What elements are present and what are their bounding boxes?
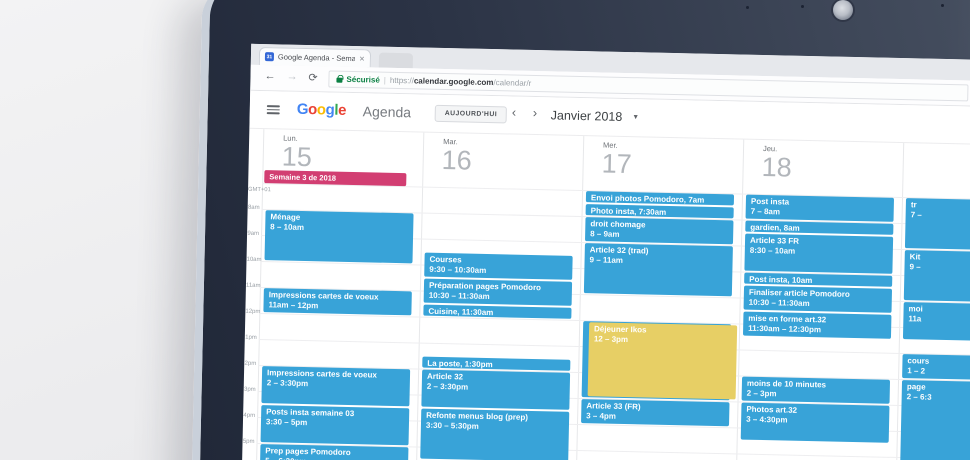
calendar-event[interactable]: Impressions cartes de voeux 2 – 3:30pm xyxy=(261,366,411,407)
day-header[interactable]: Lun. 15 xyxy=(281,133,313,173)
calendar-event[interactable]: droit chomage 8 – 9am xyxy=(584,217,734,245)
calendar-event[interactable]: Refonte menus blog (prep) 3:30 – 5:30pm xyxy=(420,408,570,460)
calendar-event[interactable]: mise en forme art.32 11:30am – 12:30pm xyxy=(742,311,892,339)
time-label: 10am xyxy=(246,256,262,264)
day-header[interactable]: Mar. 16 xyxy=(441,137,473,176)
microphone-dot xyxy=(746,6,749,9)
calendar-event[interactable]: Article 33 (FR) 3 – 4pm xyxy=(581,399,730,427)
time-label: 4pm xyxy=(243,412,256,419)
webcam xyxy=(833,0,853,20)
time-label: 9am xyxy=(247,230,260,238)
bezel-reflection xyxy=(944,0,970,62)
calendar-body[interactable]: 8am 9am 10am 11am 12pm 1pm 2pm 3pm 4pm 5pm GMT+01 L… xyxy=(239,44,970,460)
calendar-event[interactable]: Préparation pages Pomodoro 10:30 – 11:30a… xyxy=(423,278,573,306)
calendar-event[interactable]: Article 32 (trad) 9 – 11am xyxy=(583,243,733,297)
calendar-event[interactable]: page 2 – 6:3 xyxy=(899,380,970,460)
microphone-dot xyxy=(941,4,944,7)
calendar-event[interactable]: Article 32 2 – 3:30pm xyxy=(421,369,571,410)
time-label: 12pm xyxy=(245,308,261,316)
calendar-event[interactable]: moins de 10 minutes 2 – 3pm xyxy=(741,376,891,404)
time-label: 2pm xyxy=(244,360,257,367)
time-label: 5pm xyxy=(242,438,255,445)
calendar-event[interactable]: Post insta, 10am xyxy=(744,272,893,287)
time-label: 8am xyxy=(247,204,260,212)
day-header[interactable]: Mer. 17 xyxy=(601,140,633,180)
calendar-event[interactable]: Photos art.32 3 – 4:30pm xyxy=(740,402,890,443)
calendar-event[interactable]: Prep pages Pomodoro5 – 6:30pm xyxy=(259,444,409,460)
calendar-event[interactable]: Article 33 FR 8:30 – 10am xyxy=(744,233,894,274)
calendar-event[interactable]: Courses 9:30 – 10:30am xyxy=(424,252,573,280)
calendar-event[interactable]: Impressions cartes de voeux 11am – 12pm xyxy=(263,288,412,316)
day-header[interactable]: Jeu. 18 xyxy=(761,143,793,183)
calendar-event[interactable]: Ménage 8 – 10am xyxy=(264,210,414,264)
calendar-event[interactable]: tr 7 – xyxy=(904,198,970,252)
calendar-event[interactable]: Envoi photos Pomodoro, 7am xyxy=(585,191,735,206)
calendar-event[interactable]: Déjeuner Ikos 12 – 3pm xyxy=(587,322,738,400)
calendar-event[interactable]: cours 1 – 2 xyxy=(902,354,970,382)
calendar-event[interactable]: Post insta 7 – 8am xyxy=(745,194,895,222)
timezone-label: GMT+01 xyxy=(247,186,271,194)
laptop-screen: 31 Google Agenda - Sema ✕ ← → ⟳ Sécurisé… xyxy=(239,43,970,460)
calendar-event[interactable]: Posts insta semaine 03 3:30 – 5pm xyxy=(260,405,410,446)
calendar-event[interactable]: gardien, 8am xyxy=(745,220,894,235)
calendar-event[interactable]: Finaliser article Pomodoro 10:30 – 11:30a… xyxy=(743,285,893,313)
microphone-dot xyxy=(801,5,804,8)
time-label: 11am xyxy=(245,282,261,290)
calendar-event[interactable]: moi 11a xyxy=(902,302,970,343)
time-label: 3pm xyxy=(243,386,256,393)
time-label: 1pm xyxy=(245,334,257,341)
calendar-event[interactable]: Kit 9 – xyxy=(903,250,970,304)
